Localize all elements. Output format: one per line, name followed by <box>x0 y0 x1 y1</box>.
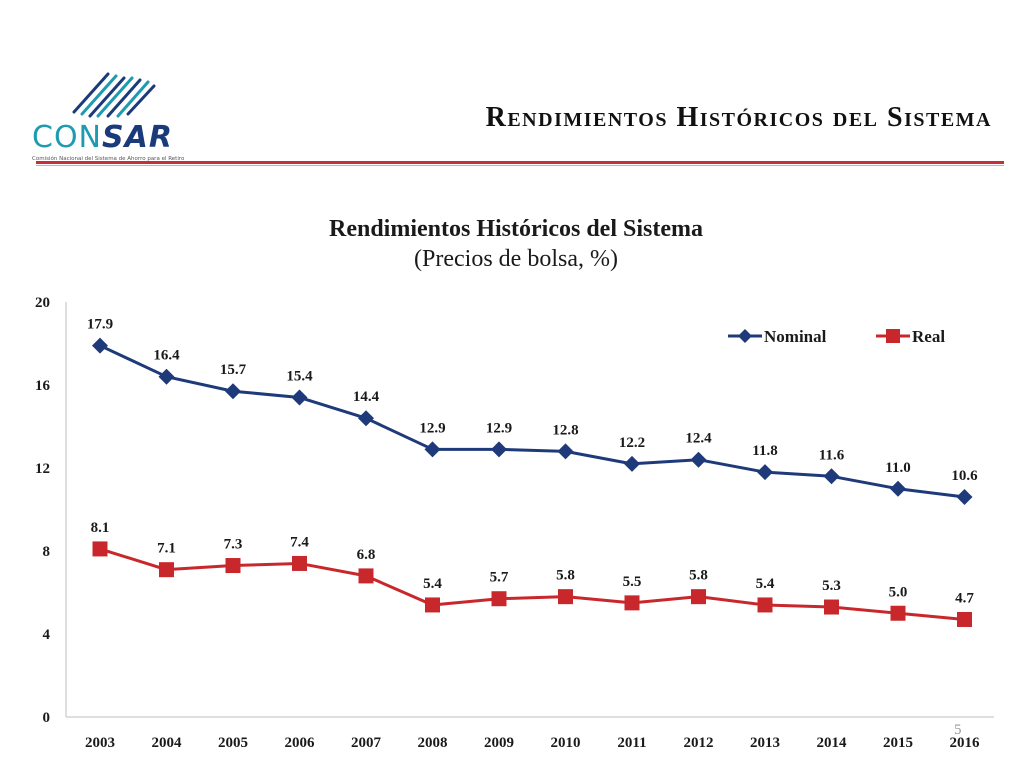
data-point-real <box>292 555 307 571</box>
data-label-real: 7.4 <box>290 534 309 550</box>
series-line-real <box>99 547 965 621</box>
data-label-nominal: 12.2 <box>619 435 645 451</box>
x-tick-label: 2006 <box>285 735 316 751</box>
x-tick-label: 2009 <box>484 735 514 751</box>
y-tick-label: 20 <box>35 295 50 311</box>
data-label-real: 5.7 <box>490 570 509 586</box>
consar-logo: CONSAR Comisión Nacional del Sistema de … <box>28 68 184 168</box>
data-label-real: 4.7 <box>955 590 974 606</box>
data-label-nominal: 12.9 <box>486 420 512 436</box>
data-label-nominal: 15.7 <box>220 362 247 378</box>
data-point-nominal <box>823 468 840 485</box>
data-label-nominal: 14.4 <box>353 389 380 405</box>
data-point-nominal <box>956 489 973 506</box>
data-point-nominal <box>158 368 175 385</box>
data-point-real <box>558 589 573 605</box>
data-point-real <box>824 599 839 615</box>
logo-subtitle: Comisión Nacional del Sistema de Ahorro … <box>32 156 185 162</box>
x-tick-label: 2013 <box>750 735 780 751</box>
data-label-nominal: 11.0 <box>885 460 910 476</box>
y-tick-label: 4 <box>43 627 51 643</box>
data-label-nominal: 16.4 <box>153 348 180 364</box>
legend-label-real: Real <box>912 327 945 346</box>
data-label-real: 6.8 <box>357 547 376 563</box>
data-label-real: 7.3 <box>224 537 243 553</box>
logo-wordmark: CONSAR <box>32 120 173 155</box>
x-tick-label: 2015 <box>883 735 913 751</box>
legend-label-nominal: Nominal <box>764 327 827 346</box>
data-point-nominal <box>358 410 374 427</box>
x-tick-label: 2012 <box>684 735 714 751</box>
data-label-nominal: 11.8 <box>752 443 777 459</box>
data-label-nominal: 10.6 <box>951 468 978 484</box>
data-label-real: 5.4 <box>756 576 775 592</box>
x-tick-label: 2003 <box>85 735 115 751</box>
data-point-real <box>358 568 374 584</box>
data-point-real <box>624 595 640 611</box>
data-point-real <box>159 562 174 578</box>
header-divider-shadow <box>36 165 1004 166</box>
x-tick-label: 2016 <box>950 735 981 751</box>
y-tick-label: 12 <box>35 461 50 477</box>
y-tick-label: 16 <box>35 378 51 394</box>
x-tick-label: 2011 <box>617 735 646 751</box>
data-label-real: 5.8 <box>556 568 575 584</box>
x-tick-label: 2004 <box>152 735 183 751</box>
data-label-real: 7.1 <box>157 541 176 557</box>
page-title: Rendimientos Históricos del Sistema <box>485 102 992 133</box>
data-point-nominal <box>757 464 773 481</box>
y-tick-label: 0 <box>43 710 51 726</box>
data-label-nominal: 15.4 <box>286 368 313 384</box>
data-point-nominal <box>424 441 441 458</box>
data-label-nominal: 17.9 <box>87 317 113 333</box>
data-label-nominal: 12.8 <box>552 422 578 438</box>
data-point-real <box>425 597 440 613</box>
data-label-nominal: 12.9 <box>419 420 445 436</box>
data-point-real <box>757 597 773 613</box>
data-point-nominal <box>291 389 308 406</box>
legend-marker-nominal <box>738 329 752 343</box>
data-point-nominal <box>491 441 507 458</box>
series-line-nominal <box>99 344 965 499</box>
data-point-real <box>92 541 108 557</box>
data-point-nominal <box>225 383 241 400</box>
legend-marker-real <box>886 329 900 343</box>
data-point-real <box>691 589 706 605</box>
data-point-real <box>491 591 507 607</box>
x-tick-label: 2010 <box>551 735 581 751</box>
data-point-nominal <box>890 480 906 497</box>
data-label-real: 5.4 <box>423 576 442 592</box>
page-number: 5 <box>954 722 962 738</box>
x-tick-label: 2007 <box>351 735 382 751</box>
data-point-nominal <box>624 455 640 472</box>
x-tick-label: 2008 <box>418 735 448 751</box>
data-label-nominal: 11.6 <box>819 447 845 463</box>
data-point-nominal <box>690 451 707 468</box>
data-label-real: 8.1 <box>91 520 110 536</box>
data-point-nominal <box>92 337 108 354</box>
header-divider <box>36 161 1004 164</box>
data-label-real: 5.0 <box>889 584 908 600</box>
y-tick-label: 8 <box>43 544 51 560</box>
data-point-real <box>225 558 241 574</box>
x-tick-label: 2014 <box>817 735 848 751</box>
data-point-real <box>957 611 972 627</box>
data-label-real: 5.8 <box>689 568 708 584</box>
data-label-real: 5.5 <box>623 574 642 590</box>
data-point-real <box>890 605 906 621</box>
data-point-nominal <box>557 443 574 460</box>
logo-stripes-icon <box>72 72 156 118</box>
x-tick-label: 2005 <box>218 735 248 751</box>
data-label-real: 5.3 <box>822 578 841 594</box>
chart-subtitle: (Precios de bolsa, %) <box>414 246 618 272</box>
chart-title: Rendimientos Históricos del Sistema <box>329 216 703 242</box>
data-label-nominal: 12.4 <box>685 431 712 447</box>
